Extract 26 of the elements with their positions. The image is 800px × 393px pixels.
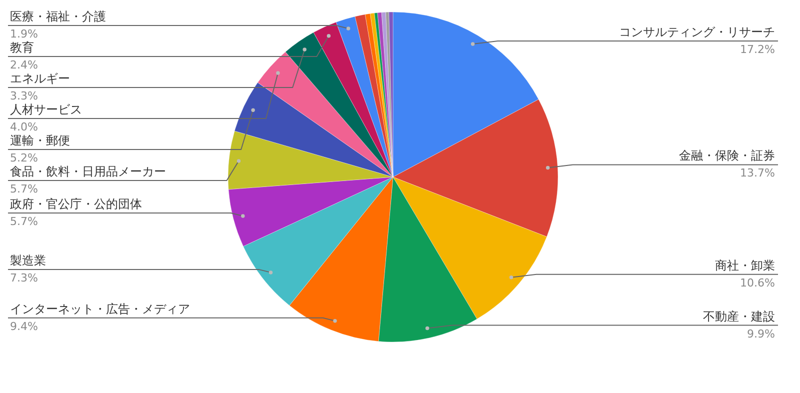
slice-label: エネルギー xyxy=(10,71,70,86)
data-label: 7.3% xyxy=(10,271,38,284)
data-label: 5.2% xyxy=(10,151,38,164)
data-label: 9.4% xyxy=(10,320,38,333)
slice-label: 医療・福祉・介護 xyxy=(10,9,106,24)
data-label: 10.6% xyxy=(740,276,775,290)
data-label: 13.7% xyxy=(740,166,775,180)
slice-label: 教育 xyxy=(10,40,34,54)
slice-label: 商社・卸業 xyxy=(715,258,775,272)
data-label: 5.7% xyxy=(10,215,38,228)
slice-label: 運輸・郵便 xyxy=(10,133,70,148)
slice-label: 人材サービス xyxy=(10,102,82,116)
slice-label: 政府・官公庁・公的団体 xyxy=(10,197,142,212)
data-label: 5.7% xyxy=(10,182,38,196)
slice-label: 製造業 xyxy=(10,253,46,268)
data-label: 2.4% xyxy=(10,58,38,72)
data-label: 9.9% xyxy=(747,327,775,340)
slice-label: 金融・保険・証券 xyxy=(679,148,775,163)
data-label: 17.2% xyxy=(740,43,775,56)
data-label: 3.3% xyxy=(10,89,38,102)
slice-label: インターネット・広告・メディア xyxy=(10,302,190,316)
slice-label: 食品・飲料・日用品メーカー xyxy=(10,164,166,178)
data-label: 1.9% xyxy=(10,27,38,40)
data-label: 4.0% xyxy=(10,120,38,134)
slice-label: コンサルティング・リサーチ xyxy=(619,25,775,39)
slice-label: 不動産・建設 xyxy=(703,309,775,324)
